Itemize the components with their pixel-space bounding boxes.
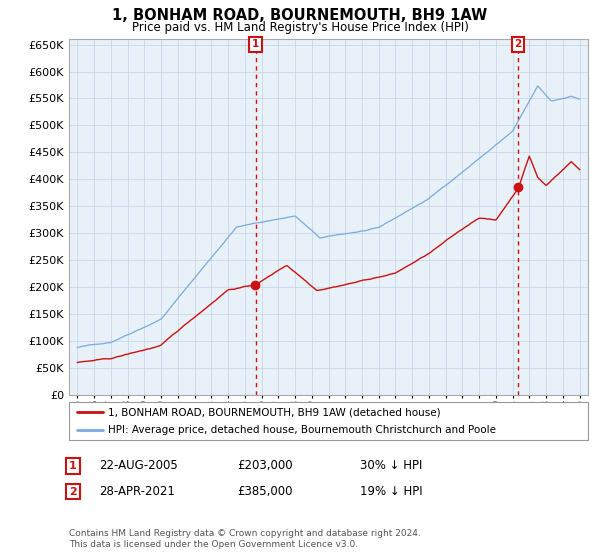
Text: 30% ↓ HPI: 30% ↓ HPI <box>360 459 422 473</box>
Text: 1, BONHAM ROAD, BOURNEMOUTH, BH9 1AW: 1, BONHAM ROAD, BOURNEMOUTH, BH9 1AW <box>112 8 488 24</box>
Text: 2: 2 <box>69 487 77 497</box>
Text: Contains HM Land Registry data © Crown copyright and database right 2024.
This d: Contains HM Land Registry data © Crown c… <box>69 529 421 549</box>
Text: £385,000: £385,000 <box>237 485 293 498</box>
Text: £203,000: £203,000 <box>237 459 293 473</box>
Text: 1: 1 <box>69 461 77 471</box>
Text: 1, BONHAM ROAD, BOURNEMOUTH, BH9 1AW (detached house): 1, BONHAM ROAD, BOURNEMOUTH, BH9 1AW (de… <box>108 407 440 417</box>
Text: 2: 2 <box>515 39 522 49</box>
Text: Price paid vs. HM Land Registry's House Price Index (HPI): Price paid vs. HM Land Registry's House … <box>131 21 469 34</box>
Text: 1: 1 <box>252 39 259 49</box>
Text: HPI: Average price, detached house, Bournemouth Christchurch and Poole: HPI: Average price, detached house, Bour… <box>108 425 496 435</box>
Text: 22-AUG-2005: 22-AUG-2005 <box>99 459 178 473</box>
Text: 19% ↓ HPI: 19% ↓ HPI <box>360 485 422 498</box>
Text: 28-APR-2021: 28-APR-2021 <box>99 485 175 498</box>
